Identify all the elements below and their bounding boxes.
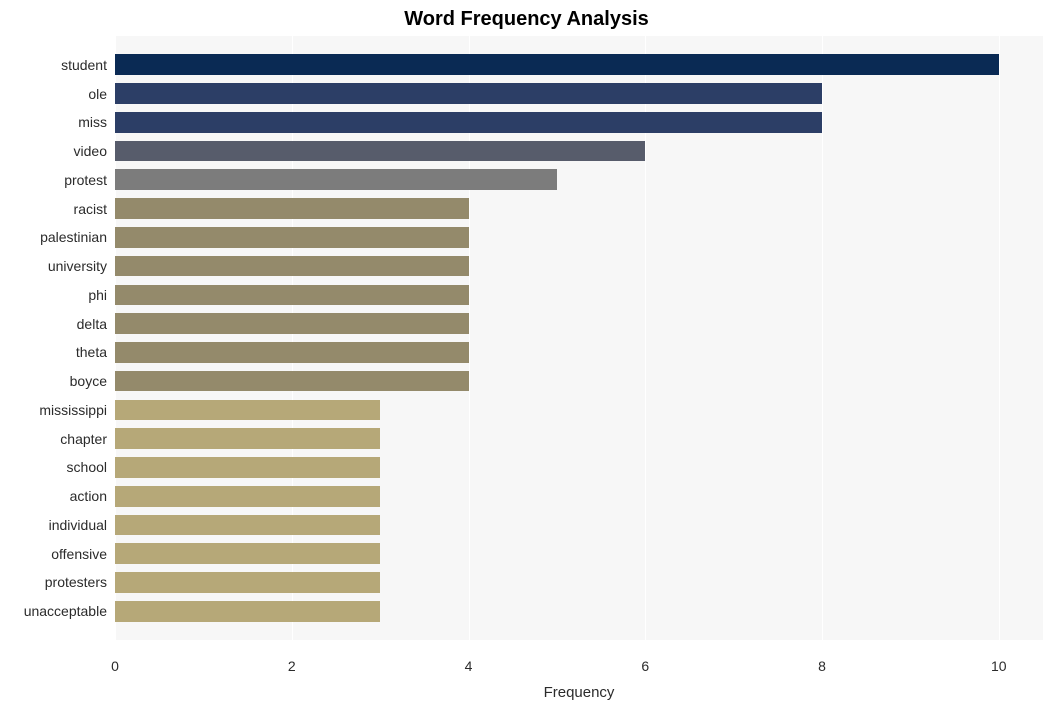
bar-row: [115, 400, 1043, 421]
y-tick-label: university: [48, 258, 115, 274]
bar: [115, 428, 380, 449]
chart-title: Word Frequency Analysis: [0, 8, 1053, 31]
x-tick-label: 8: [818, 658, 826, 674]
bar: [115, 371, 469, 392]
bar: [115, 342, 469, 363]
bar: [115, 54, 999, 75]
bar-row: [115, 428, 1043, 449]
y-tick-label: offensive: [51, 546, 115, 562]
bar-row: [115, 54, 1043, 75]
bars-layer: [115, 36, 1043, 640]
bar-row: [115, 515, 1043, 536]
word-frequency-chart: Word Frequency Analysis 0246810Frequency…: [0, 0, 1053, 701]
bar: [115, 256, 469, 277]
bar-row: [115, 457, 1043, 478]
y-tick-label: phi: [88, 287, 115, 303]
bar: [115, 141, 645, 162]
bar: [115, 457, 380, 478]
y-tick-label: miss: [78, 114, 115, 130]
y-tick-label: chapter: [60, 431, 115, 447]
y-tick-label: unacceptable: [24, 603, 115, 619]
bar: [115, 313, 469, 334]
bar-row: [115, 543, 1043, 564]
y-tick-label: racist: [74, 201, 115, 217]
y-tick-label: theta: [76, 344, 115, 360]
bar: [115, 227, 469, 248]
y-tick-label: student: [61, 57, 115, 73]
y-tick-label: protesters: [45, 574, 115, 590]
x-axis-title: Frequency: [544, 684, 615, 701]
bar-row: [115, 572, 1043, 593]
y-tick-label: video: [74, 143, 115, 159]
bar: [115, 83, 822, 104]
bar-row: [115, 313, 1043, 334]
x-tick-label: 2: [288, 658, 296, 674]
bar: [115, 515, 380, 536]
y-tick-label: delta: [77, 316, 115, 332]
bar-row: [115, 227, 1043, 248]
x-tick-label: 0: [111, 658, 119, 674]
bar-row: [115, 285, 1043, 306]
x-tick-label: 4: [465, 658, 473, 674]
plot-area: 0246810Frequency studentolemissvideoprot…: [115, 36, 1043, 640]
bar: [115, 486, 380, 507]
bar-row: [115, 601, 1043, 622]
bar: [115, 400, 380, 421]
bar-row: [115, 371, 1043, 392]
y-tick-label: action: [70, 488, 115, 504]
y-tick-label: boyce: [70, 373, 115, 389]
y-tick-label: ole: [88, 86, 115, 102]
y-tick-label: school: [67, 459, 115, 475]
bar-row: [115, 486, 1043, 507]
bar: [115, 285, 469, 306]
bar-row: [115, 342, 1043, 363]
y-tick-label: protest: [64, 172, 115, 188]
x-tick-label: 6: [641, 658, 649, 674]
bar: [115, 198, 469, 219]
bar: [115, 112, 822, 133]
bar: [115, 601, 380, 622]
x-tick-label: 10: [991, 658, 1007, 674]
bar-row: [115, 141, 1043, 162]
bar: [115, 543, 380, 564]
bar-row: [115, 169, 1043, 190]
bar: [115, 572, 380, 593]
bar-row: [115, 112, 1043, 133]
bar: [115, 169, 557, 190]
bar-row: [115, 256, 1043, 277]
y-tick-label: mississippi: [39, 402, 115, 418]
y-tick-label: individual: [49, 517, 115, 533]
bar-row: [115, 83, 1043, 104]
bar-row: [115, 198, 1043, 219]
y-tick-label: palestinian: [40, 229, 115, 245]
